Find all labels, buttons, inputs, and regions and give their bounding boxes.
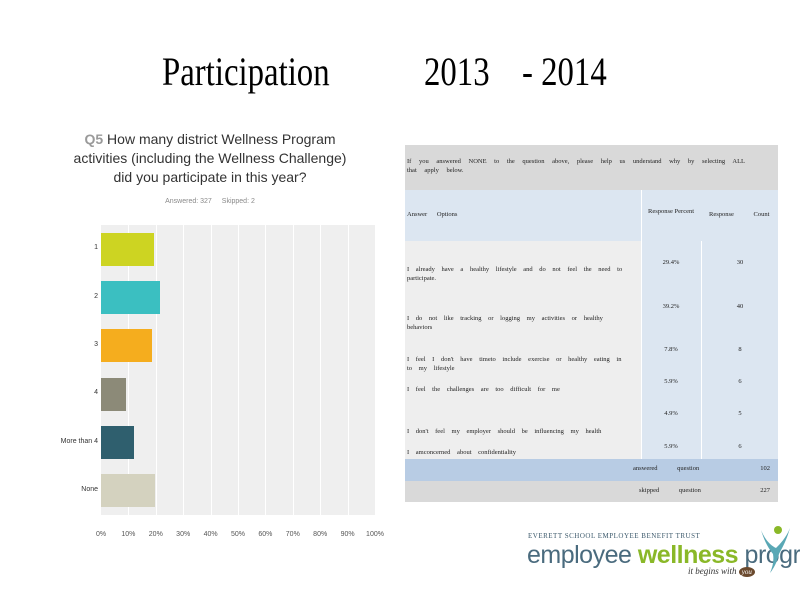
table-row-option: I already have a healthy lifestyle and d…: [407, 266, 623, 282]
title-participation: Participation: [162, 49, 330, 94]
chart-gridline: [375, 225, 376, 515]
logo-tagline-you: you: [738, 567, 755, 577]
chart-bar: [101, 232, 154, 266]
table-row-count: 8: [738, 346, 742, 353]
slide-title: Participation 2013 - 2014: [0, 48, 800, 98]
reasons-table: If you answered NONE to the question abo…: [405, 145, 778, 502]
table-row-percent: 5.9%: [664, 443, 678, 450]
table-row-percent: 7.8%: [664, 346, 678, 353]
chart-bar: [101, 474, 155, 508]
logo-org-name: EVERETT SCHOOL EMPLOYEE BENEFIT TRUST: [528, 532, 701, 540]
logo-word-program: program: [744, 541, 800, 569]
answered-row: answered question 102: [405, 459, 778, 481]
table-row-count: 30: [736, 259, 744, 266]
answered-value: 102: [760, 465, 770, 472]
chart-x-tick-label: 40%: [203, 531, 218, 538]
table-row-count: 6: [738, 443, 742, 450]
table-row-count: 5: [738, 410, 742, 417]
chart-x-tick-label: 100%: [366, 531, 384, 538]
chart-x-tick-label: 60%: [258, 531, 273, 538]
table-question: If you answered NONE to the question abo…: [407, 158, 745, 174]
logo-word-wellness: wellness: [637, 541, 739, 569]
table-row-option: I feel the challenges are too difficult …: [407, 386, 560, 393]
chart-gridline: [292, 225, 294, 515]
table-row-percent: 5.9%: [664, 378, 678, 385]
chart-gridline: [183, 225, 185, 515]
chart-bar: [101, 377, 127, 411]
chart-gridline: [210, 225, 212, 515]
table-row-option: I feel I don't have timeto include exerc…: [407, 356, 622, 372]
chart-bar: [101, 329, 152, 363]
chart-category-label: More than 4: [60, 437, 98, 445]
chart-bar: [101, 426, 134, 459]
person-figure-icon: [761, 526, 790, 573]
skipped-row: skipped question 227: [405, 481, 778, 502]
chart-gridline: [347, 225, 349, 515]
logo-word-employee: employee: [527, 541, 632, 569]
chart-x-tick-label: 90%: [340, 531, 355, 538]
col-response-count: Response Count: [709, 211, 770, 218]
table-row-percent: 29.4%: [662, 259, 680, 266]
chart-x-tick-label: 0%: [95, 531, 107, 538]
title-year-start: 2013: [424, 49, 490, 94]
title-year-end: - 2014: [522, 49, 607, 94]
chart-x-tick-label: 80%: [313, 531, 328, 538]
logo-tagline: it begins with you: [688, 566, 755, 577]
chart-x-tick-label: 70%: [285, 531, 300, 538]
chart-gridline: [265, 225, 267, 515]
table-row-option: I do not like tracking or logging my act…: [407, 315, 603, 331]
chart-category-label: 3: [94, 340, 98, 348]
chart-category-label: 1: [94, 244, 98, 252]
chart-gridline: [155, 225, 157, 515]
chart-category-label: 4: [94, 389, 98, 397]
skipped-label: skipped question: [639, 487, 701, 494]
chart-gridline: [238, 225, 239, 515]
chart-plot-area: [101, 225, 376, 515]
table-row-percent: 39.2%: [662, 303, 680, 310]
answered-count: Answered: 327: [165, 198, 212, 205]
chart-question: Q5 How many district Wellness Program ac…: [70, 130, 350, 187]
chart-x-tick-label: 20%: [148, 531, 163, 538]
chart-gridline: [128, 225, 130, 515]
chart-gridline: [320, 225, 322, 515]
question-text: How many district Wellness Program activ…: [73, 131, 347, 185]
table-row-option: I don't feel my employer should be influ…: [407, 428, 602, 435]
col-response-percent: Response Percent: [647, 208, 695, 215]
table-row-count: 6: [738, 378, 742, 385]
table-row-count: 40: [736, 303, 744, 310]
skipped-value: 227: [760, 487, 770, 494]
table-row-percent: 4.9%: [664, 410, 678, 417]
chart-category-label: None: [81, 485, 98, 493]
chart-x-tick-label: 10%: [121, 531, 136, 538]
table-column-headers: Answer Options Response Percent Response…: [405, 190, 778, 241]
question-number: Q5: [84, 131, 104, 147]
chart-x-tick-label: 50%: [230, 531, 246, 538]
response-summary: Answered: 327 Skipped: 2: [70, 198, 350, 205]
table-question-header: If you answered NONE to the question abo…: [405, 145, 778, 190]
chart-category-label: 2: [94, 292, 98, 300]
answered-label: answered question: [633, 465, 700, 472]
table-row-option: I amconcerned about confidentiality: [407, 449, 517, 456]
table-body: I already have a healthy lifestyle and d…: [405, 241, 778, 459]
chart-bar: [101, 281, 161, 314]
logo-wordmark: employee wellness program: [527, 541, 800, 570]
chart-x-tick-label: 30%: [176, 531, 191, 538]
logo-tagline-text: it begins with: [688, 566, 737, 576]
col-answer-options: Answer Options: [407, 211, 458, 218]
skipped-count: Skipped: 2: [221, 198, 255, 205]
